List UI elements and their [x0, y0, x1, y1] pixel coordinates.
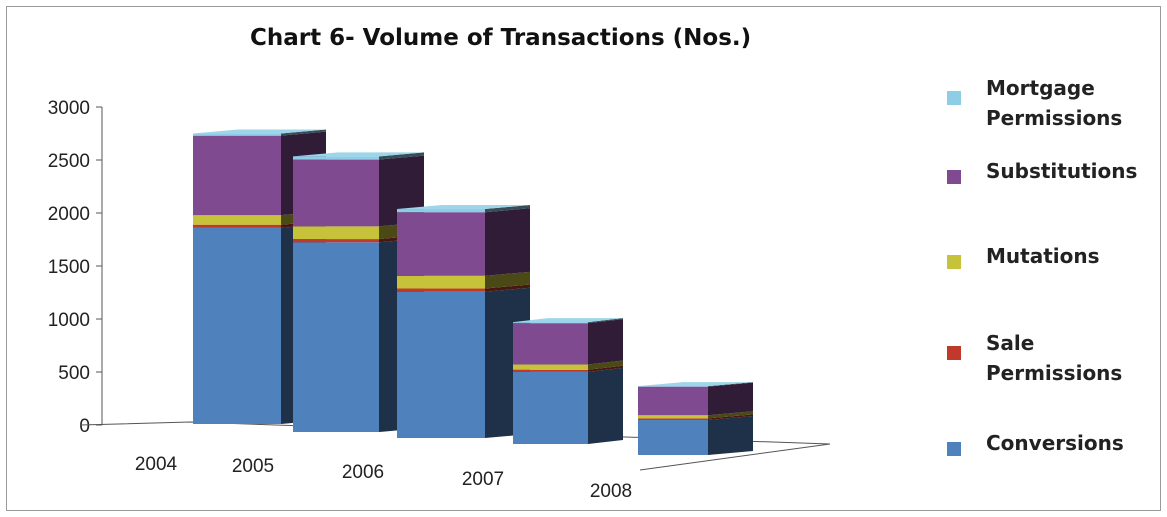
bar-top-2008: [638, 382, 753, 387]
bar-front-2005-1: [293, 239, 379, 243]
bar-front-2004-0: [193, 227, 281, 424]
bar-side-2008-1: [708, 414, 753, 421]
legend-marker-3: [947, 346, 961, 360]
legend-marker-1: [947, 170, 961, 184]
bar-top-2004: [193, 129, 326, 134]
bar-front-2005-2: [293, 226, 379, 240]
bar-front-2008-2: [638, 415, 708, 419]
bar-side-2007-0: [588, 367, 623, 444]
bar-side-2008-2: [708, 411, 753, 419]
bar-front-2004-1: [193, 224, 281, 228]
bar-top-2007: [513, 318, 623, 323]
x-tick-label-2006: 2006: [342, 462, 384, 483]
y-tick-label: 0: [79, 416, 90, 437]
bar-side-2004-4: [281, 129, 326, 136]
bar-front-2005-0: [293, 242, 379, 432]
legend-label-3: Sale: [986, 331, 1034, 355]
bar-front-2006-1: [397, 288, 485, 292]
bar-side-2008-3: [708, 382, 753, 416]
bar-front-2007-0: [513, 371, 588, 444]
legend-marker-0: [947, 91, 961, 105]
legend-label-0: Permissions: [986, 106, 1122, 130]
bar-front-2004-2: [193, 215, 281, 225]
x-tick-label-2005: 2005: [232, 456, 274, 477]
bar-front-2004-4: [193, 133, 281, 136]
bar-front-2007-2: [513, 364, 588, 370]
x-tick-label-2008: 2008: [590, 481, 632, 502]
bar-front-2006-2: [397, 275, 485, 289]
legend-label-1: Substitutions: [986, 159, 1137, 183]
bar-side-2007-3: [588, 319, 623, 365]
y-tick-label: 2000: [48, 204, 90, 225]
bar-side-2006-2: [485, 271, 530, 289]
bar-side-2007-1: [588, 365, 623, 372]
legend-label-4: Conversions: [986, 431, 1124, 455]
bar-front-2007-3: [513, 323, 588, 365]
chart-title: Chart 6- Volume of Transactions (Nos.): [250, 25, 752, 51]
bar-front-2006-4: [397, 209, 485, 213]
bar-side-2007-2: [588, 360, 623, 370]
y-tick-label: 3000: [48, 98, 90, 119]
y-tick-label: 500: [58, 363, 90, 384]
bar-front-2006-0: [397, 291, 485, 438]
bar-front-2004-3: [193, 135, 281, 216]
bar-front-2006-3: [397, 212, 485, 276]
bar-side-2006-4: [485, 205, 530, 213]
bar-side-2006-1: [485, 284, 530, 292]
bar-top-2006: [397, 205, 530, 210]
legend-label-0: Mortgage: [986, 76, 1095, 100]
bar-front-2008-3: [638, 386, 708, 416]
legend-marker-2: [947, 255, 961, 269]
bar-front-2007-1: [513, 369, 588, 372]
bar-front-2007-4: [513, 322, 588, 324]
bar-front-2005-3: [293, 159, 379, 227]
bar-side-2008-0: [708, 416, 753, 455]
bar-front-2008-4: [638, 386, 708, 387]
bar-front-2008-1: [638, 418, 708, 421]
bar-side-2006-3: [485, 208, 530, 276]
bar-side-2005-4: [379, 152, 424, 160]
y-tick-label: 1500: [48, 257, 90, 278]
x-tick-label-2004: 2004: [135, 454, 178, 475]
x-tick-label-2007: 2007: [462, 469, 504, 490]
bar-front-2005-4: [293, 156, 379, 160]
y-tick-label: 2500: [48, 151, 90, 172]
bar-front-2008-0: [638, 420, 708, 455]
legend-marker-4: [947, 442, 961, 456]
bar-side-2007-4: [588, 318, 623, 324]
bar-side-2008-4: [708, 382, 753, 387]
legend-label-3: Permissions: [986, 361, 1122, 385]
legend-label-2: Mutations: [986, 244, 1100, 268]
bar-top-2005: [293, 152, 424, 157]
y-tick-label: 1000: [48, 310, 90, 331]
